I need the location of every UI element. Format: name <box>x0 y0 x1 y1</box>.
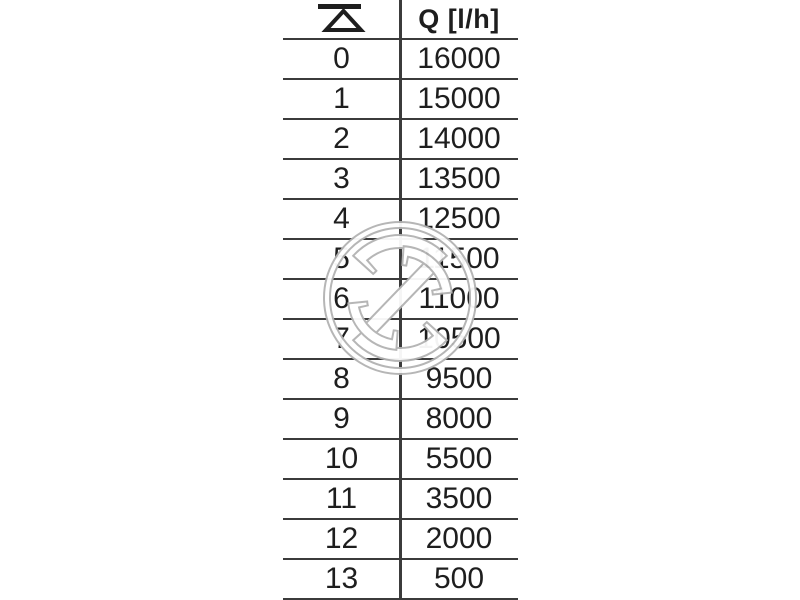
flow-cell: 15000 <box>417 82 501 115</box>
table-row: 3 13500 <box>283 160 518 200</box>
setting-cell: 2 <box>333 122 350 155</box>
flow-cell: 13500 <box>417 162 501 195</box>
flow-cell: 5500 <box>425 442 493 475</box>
setting-cell: 0 <box>333 42 350 75</box>
setting-cell: 3 <box>333 162 350 195</box>
flow-column-header: Q [l/h] <box>418 3 500 34</box>
flow-cell: 9500 <box>425 362 493 395</box>
column-divider <box>399 0 402 600</box>
setting-cell: 12 <box>324 522 359 555</box>
flow-cell: 8000 <box>425 402 493 435</box>
setting-cell: 5 <box>333 242 350 275</box>
setting-cell: 7 <box>333 322 350 355</box>
flow-cell: 14000 <box>417 122 501 155</box>
setting-cell: 8 <box>333 362 350 395</box>
setting-cell: 4 <box>333 202 350 235</box>
setting-cell: 11 <box>325 482 358 515</box>
setting-cell: 6 <box>333 282 350 315</box>
throttle-valve-icon <box>317 4 366 32</box>
flow-cell: 12500 <box>417 202 501 235</box>
setting-cell: 1 <box>333 82 350 115</box>
flow-cell: 16000 <box>417 42 501 75</box>
setting-cell: 10 <box>324 442 359 475</box>
flow-cell: 3500 <box>425 482 493 515</box>
flow-rate-table: Q [l/h] 0 16000 1 15000 2 14000 3 13500 … <box>283 0 518 600</box>
flow-cell: 11500 <box>418 242 500 275</box>
table-row: 12 2000 <box>283 520 518 560</box>
flow-cell: 500 <box>433 562 485 595</box>
setting-cell: 13 <box>324 562 359 595</box>
setting-cell: 9 <box>333 402 350 435</box>
flow-cell: 10500 <box>417 322 501 355</box>
setting-symbol-cell <box>283 0 400 38</box>
flow-cell: 11000 <box>418 282 500 315</box>
flow-cell: 2000 <box>425 522 493 555</box>
